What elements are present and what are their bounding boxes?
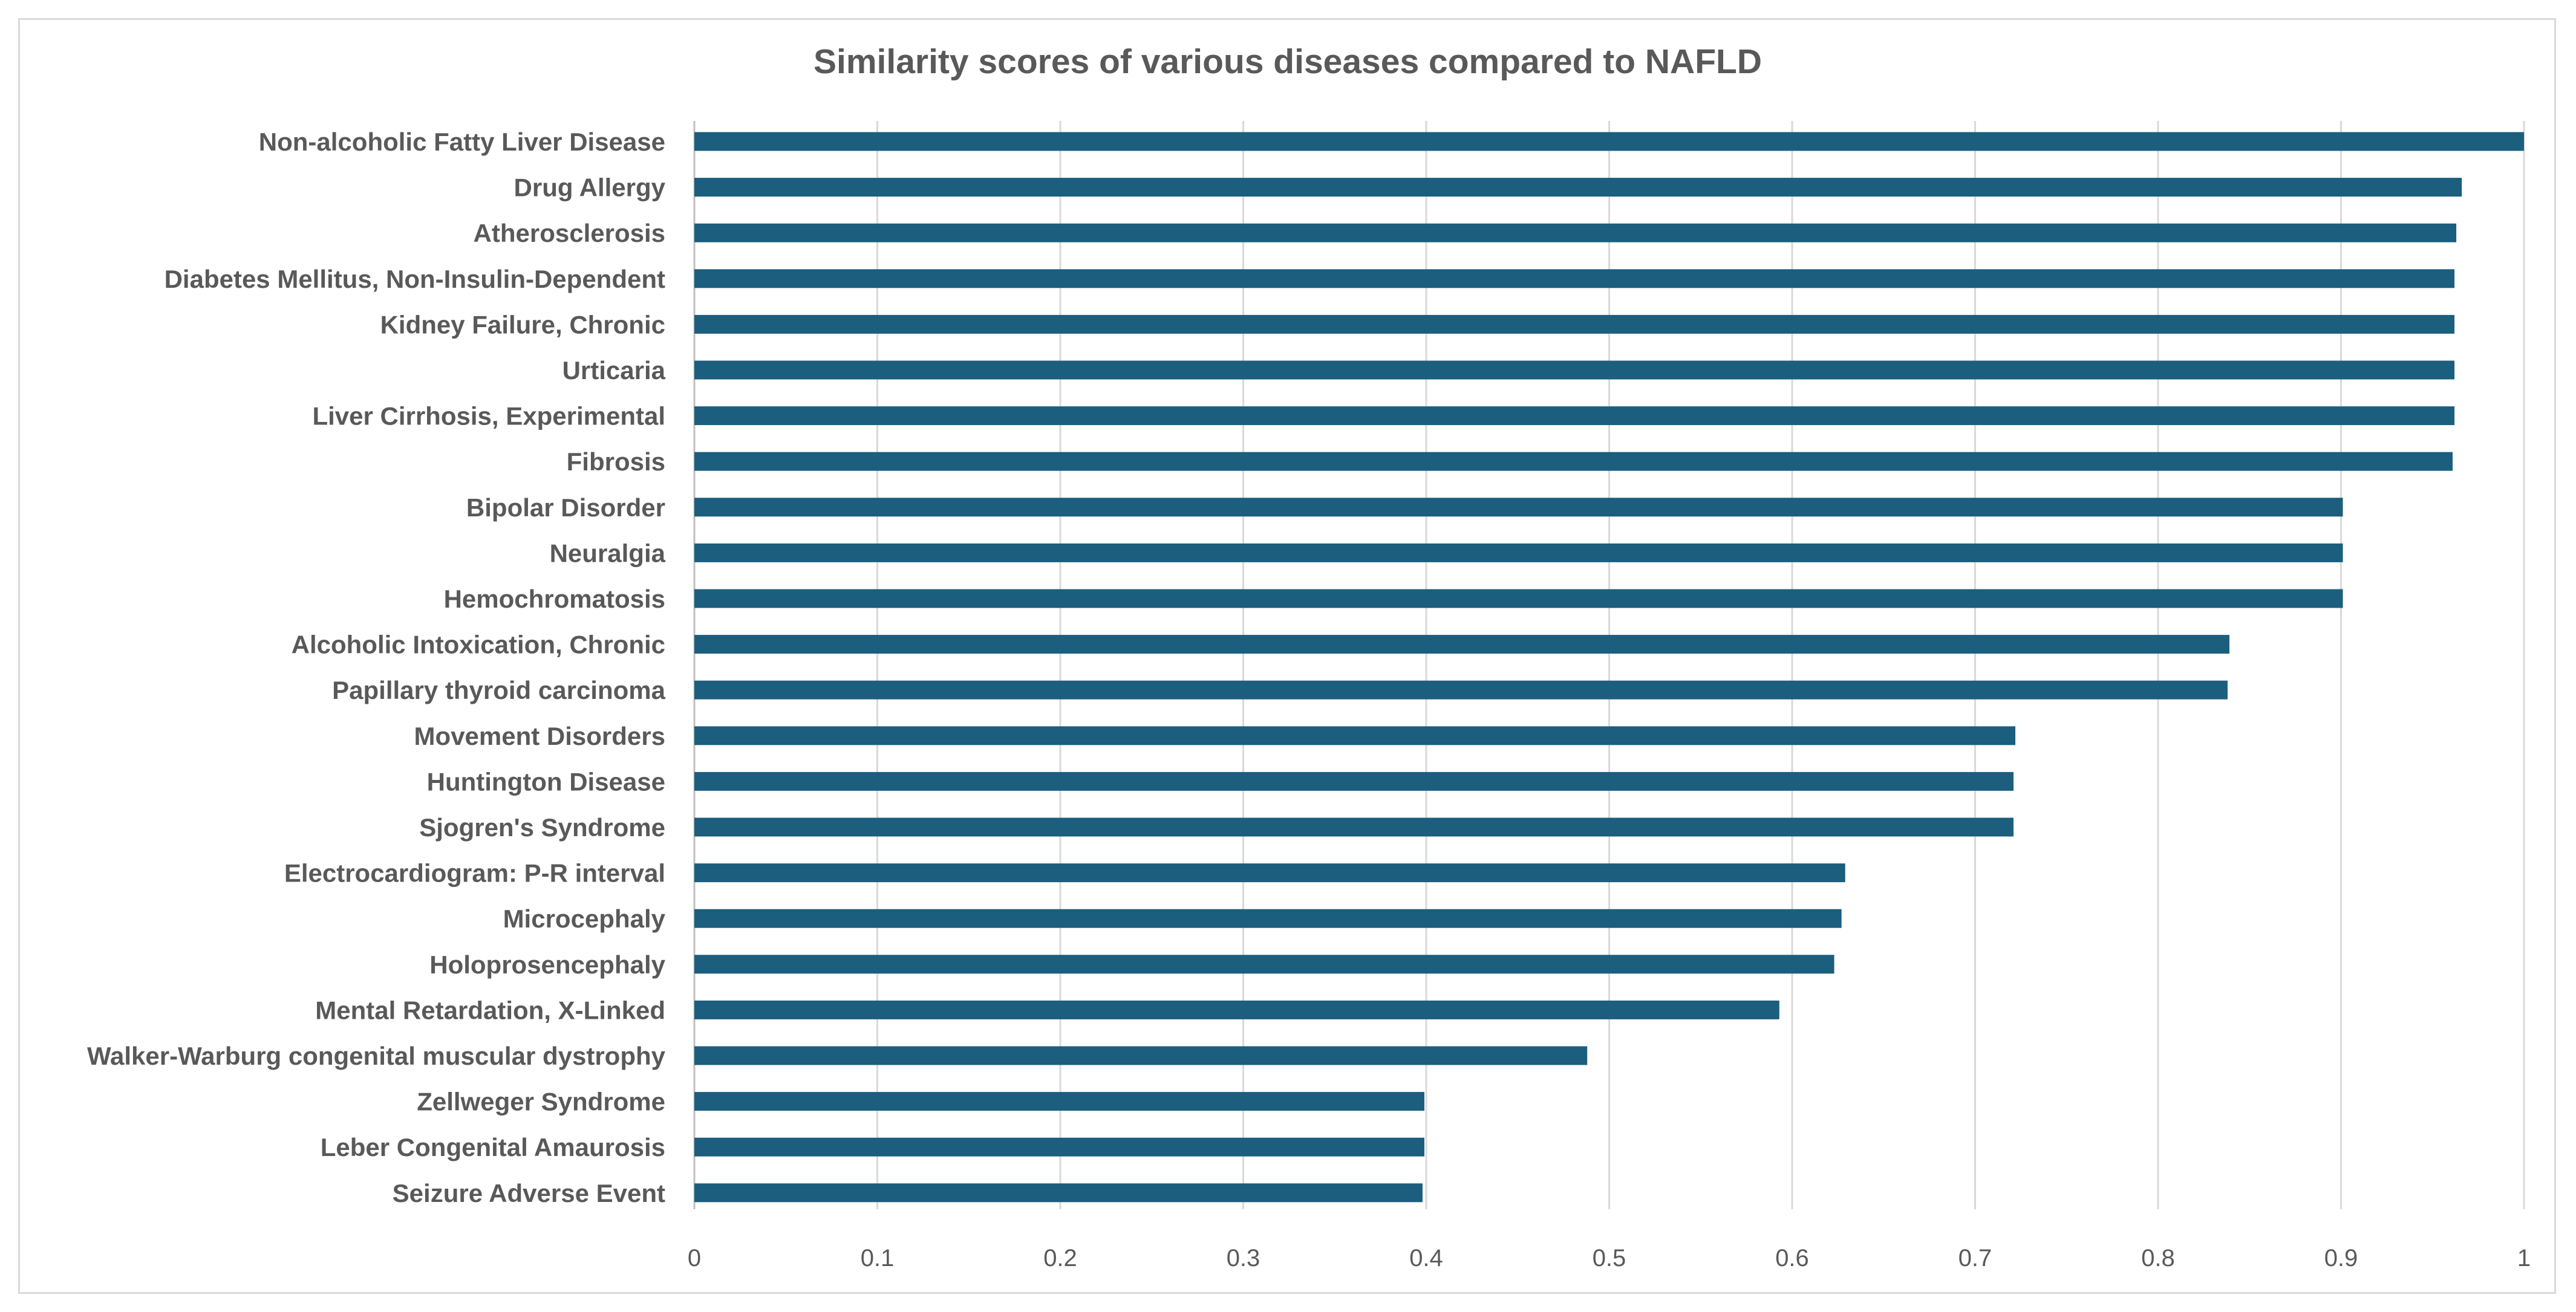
category-label: Bipolar Disorder [466,493,665,522]
bar [694,1137,1424,1157]
x-tick-label: 0.8 [2141,1245,2175,1271]
bar [694,635,2229,654]
category-labels: Non-alcoholic Fatty Liver Disease Drug Al… [87,128,666,1207]
bar [694,452,2453,471]
category-label: Alcoholic Intoxication, Chronic [292,631,665,659]
category-label: Papillary thyroid carcinoma [332,676,666,704]
category-label: Walker-Warburg congenital muscular dystr… [87,1042,666,1070]
bar [694,955,1834,974]
category-label: Leber Congenital Amaurosis [321,1133,665,1161]
category-label: Microcephaly [503,904,666,933]
category-label: Kidney Failure, Chronic [380,310,665,339]
category-label: Hemochromatosis [444,585,665,613]
bar [694,1183,1423,1203]
x-tick-label: 0.1 [861,1245,895,1271]
x-tick-label: 0.6 [1775,1245,1809,1271]
bar [694,360,2455,380]
category-label: Seizure Adverse Event [393,1179,665,1207]
bar [694,1046,1588,1065]
bar [694,771,2014,791]
bar [694,543,2343,562]
category-label: Sjogren's Syndrome [419,813,665,842]
category-label: Atherosclerosis [474,219,665,247]
category-label: Liver Cirrhosis, Experimental [312,402,665,430]
bar [694,498,2343,517]
bar [694,726,2016,745]
bar [694,223,2457,242]
x-tick-label: 0.2 [1043,1245,1077,1271]
category-label: Urticaria [562,356,666,385]
x-tick-label: 1 [2517,1245,2531,1271]
category-label: Diabetes Mellitus, Non-Insulin-Dependent [165,265,665,293]
category-label: Neuralgia [550,539,666,567]
x-tick-label: 0 [688,1245,701,1271]
bar [694,1092,1424,1111]
bar [694,817,2014,837]
bar [694,1000,1779,1019]
x-tick-label: 0.4 [1409,1245,1443,1271]
category-label: Electrocardiogram: P-R interval [284,859,665,888]
bar [694,132,2524,151]
bar [694,269,2455,288]
bar [694,178,2462,197]
category-label: Movement Disorders [414,722,665,750]
category-label: Zellweger Syndrome [417,1088,665,1116]
bar [694,680,2228,700]
bar [694,314,2455,334]
x-tick-label: 0.5 [1593,1245,1626,1271]
chart-title: Similarity scores of various diseases co… [814,42,1762,81]
category-label: Non-alcoholic Fatty Liver Disease [259,128,665,156]
bar [694,863,1845,883]
gridlines [693,121,2525,1209]
bar [694,406,2455,426]
bar [694,909,1842,928]
category-label: Drug Allergy [514,174,666,202]
category-label: Holoprosencephaly [429,950,665,979]
x-axis-tick-labels: 0 0.1 0.2 0.3 0.4 0.5 0.6 0.7 0.8 0.9 1 [688,1245,2531,1271]
x-tick-label: 0.7 [1958,1245,1992,1271]
category-label: Huntington Disease [427,767,665,796]
bar [694,589,2343,608]
bars [694,132,2524,1203]
category-label: Fibrosis [567,447,665,476]
x-tick-label: 0.9 [2324,1245,2358,1271]
category-label: Mental Retardation, X-Linked [315,996,665,1024]
x-tick-label: 0.3 [1227,1245,1260,1271]
